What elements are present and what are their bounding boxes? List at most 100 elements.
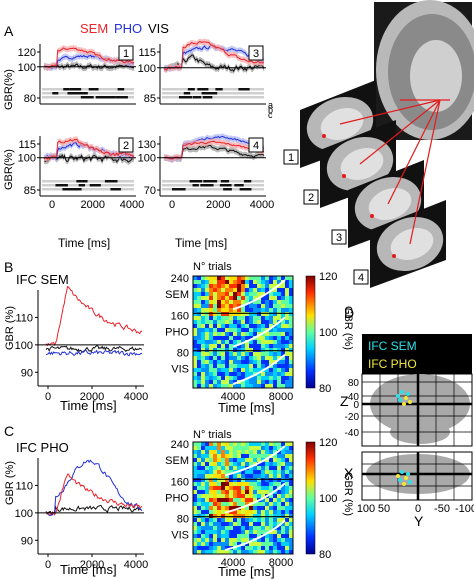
raster-cell xyxy=(265,348,269,352)
raster-cell xyxy=(209,498,213,502)
raster-cell xyxy=(221,364,225,368)
raster-cell xyxy=(229,502,233,506)
raster-cell xyxy=(261,340,265,344)
raster-cell xyxy=(217,368,221,372)
ytick-label: 80 xyxy=(24,93,36,105)
raster-cell xyxy=(261,380,265,384)
z-tick-label: -40 xyxy=(345,428,360,439)
raster-cell xyxy=(237,478,241,482)
raster-cell xyxy=(233,550,237,554)
xtick-label: 2000 xyxy=(206,199,230,211)
xtick-label: 2000 xyxy=(81,199,105,211)
raster-cell xyxy=(197,482,201,486)
raster-cell xyxy=(261,352,265,356)
raster-cell xyxy=(289,510,293,514)
sig-segment xyxy=(200,184,214,187)
raster-cell xyxy=(193,538,197,542)
raster-cell xyxy=(201,352,205,356)
raster-cell xyxy=(261,498,265,502)
raster-cell xyxy=(201,502,205,506)
raster-cell xyxy=(245,446,249,450)
raster-cell xyxy=(225,384,229,388)
raster-cell xyxy=(253,384,257,388)
rt-curve xyxy=(224,519,286,551)
raster-cell xyxy=(213,526,217,530)
band-sem xyxy=(44,45,134,71)
raster-cell xyxy=(273,550,277,554)
raster-cell xyxy=(205,292,209,296)
raster-cell xyxy=(281,514,285,518)
raster-cell xyxy=(217,542,221,546)
raster-cell xyxy=(213,514,217,518)
raster-cell xyxy=(241,356,245,360)
raster-cell xyxy=(273,288,277,292)
raster-cell xyxy=(213,340,217,344)
raster-cell xyxy=(237,368,241,372)
raster-cell xyxy=(245,498,249,502)
raster-cell xyxy=(245,304,249,308)
raster-cell xyxy=(273,328,277,332)
raster-cell xyxy=(249,364,253,368)
raster-cell xyxy=(221,328,225,332)
raster-cell xyxy=(269,376,273,380)
raster-cell xyxy=(221,304,225,308)
raster-cell xyxy=(289,502,293,506)
raster-cell xyxy=(285,494,289,498)
raster-cell xyxy=(285,364,289,368)
xtick-label: 4000 xyxy=(250,199,274,211)
raster-cell xyxy=(221,446,225,450)
raster-cell xyxy=(249,546,253,550)
raster-cell xyxy=(193,376,197,380)
raster-cell xyxy=(217,336,221,340)
raster-cell xyxy=(237,328,241,332)
raster-cell xyxy=(197,280,201,284)
legend-vis: VIS xyxy=(148,21,169,36)
raster-cell xyxy=(285,348,289,352)
raster-cell xyxy=(241,344,245,348)
raster-cell xyxy=(269,384,273,388)
sig-segment xyxy=(110,188,121,191)
raster-cell xyxy=(241,380,245,384)
raster-cell xyxy=(229,446,233,450)
raster-cell xyxy=(261,490,265,494)
raster-cell xyxy=(289,470,293,474)
raster-cell xyxy=(249,328,253,332)
raster-cell xyxy=(269,372,273,376)
raster-cell xyxy=(209,308,213,312)
raster-cell xyxy=(245,344,249,348)
xtick-label: 2000 xyxy=(80,391,104,403)
raster-cell xyxy=(201,276,205,280)
raster-cell xyxy=(205,454,209,458)
raster-cell xyxy=(221,356,225,360)
raster-cell xyxy=(209,482,213,486)
raster-cell xyxy=(229,380,233,384)
raster-cell xyxy=(237,546,241,550)
raster-cell xyxy=(193,550,197,554)
sig-segment xyxy=(52,92,59,95)
raster-cell xyxy=(289,316,293,320)
raster-cell xyxy=(217,324,221,328)
raster-cell xyxy=(249,320,253,324)
rt-curve xyxy=(232,279,286,311)
raster-cell xyxy=(217,538,221,542)
raster-cell xyxy=(253,482,257,486)
raster-cell xyxy=(277,368,281,372)
raster-cell xyxy=(273,506,277,510)
subplot-number: 2 xyxy=(123,140,129,152)
raster-cell xyxy=(273,514,277,518)
raster-cell xyxy=(269,482,273,486)
raster-cell xyxy=(249,490,253,494)
raster-cell xyxy=(237,482,241,486)
raster-cell xyxy=(205,284,209,288)
raster-cell xyxy=(245,296,249,300)
raster-cell xyxy=(201,360,205,364)
raster-cell xyxy=(245,454,249,458)
raster-cell xyxy=(261,522,265,526)
raster-cell xyxy=(273,384,277,388)
raster-cell xyxy=(221,462,225,466)
y-tick-label: -50 xyxy=(434,503,450,515)
raster-cell xyxy=(265,320,269,324)
raster-cell xyxy=(285,498,289,502)
raster-cell xyxy=(265,510,269,514)
colorbar-label: GBR (%) xyxy=(342,306,354,350)
